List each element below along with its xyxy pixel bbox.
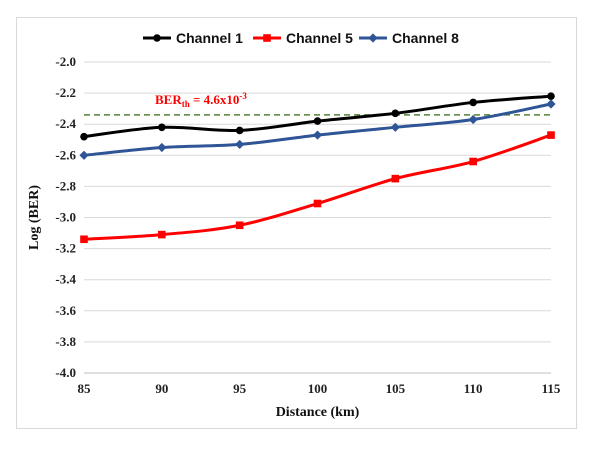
threshold-label-main: BER bbox=[155, 92, 182, 107]
y-tick-label: -3.8 bbox=[55, 334, 76, 349]
x-tick-label: 100 bbox=[308, 381, 328, 396]
y-tick-label: -2.2 bbox=[55, 85, 76, 100]
line-chart: -2.0 -2.2 -2.4 -2.6 -2.8 -3.0 -3.2 -3.4 -3.6 -3.8… bbox=[27, 30, 561, 420]
threshold-label-rest: = 4.6x10 bbox=[190, 92, 240, 107]
data-point bbox=[468, 114, 478, 125]
y-tick-label: -4.0 bbox=[55, 365, 76, 380]
x-tick-label: 115 bbox=[542, 381, 561, 396]
x-tick-label: 110 bbox=[464, 381, 483, 396]
x-axis-title: Distance (km) bbox=[276, 405, 360, 420]
data-point bbox=[313, 199, 322, 208]
data-point bbox=[158, 123, 166, 132]
y-tick-label: -3.4 bbox=[55, 272, 76, 287]
data-point bbox=[469, 98, 477, 107]
threshold-group: BERth = 4.6x10-3 bbox=[84, 91, 551, 116]
data-point bbox=[235, 139, 245, 150]
x-tick-label: 105 bbox=[386, 381, 406, 396]
data-point bbox=[547, 92, 555, 101]
threshold-label-sub: th bbox=[182, 99, 190, 109]
legend-swatch-marker bbox=[153, 34, 161, 42]
y-tick-label: -2.0 bbox=[55, 54, 76, 69]
series-line bbox=[83, 102, 552, 157]
data-point bbox=[313, 117, 322, 125]
threshold-label: BERth = 4.6x10-3 bbox=[155, 91, 247, 109]
data-point bbox=[546, 99, 556, 109]
legend-item: Channel 5 bbox=[253, 30, 353, 46]
y-tick-label: -3.2 bbox=[55, 241, 76, 256]
x-tick-label: 95 bbox=[233, 381, 247, 396]
legend-label: Channel 8 bbox=[392, 30, 459, 46]
series-channel-8 bbox=[79, 99, 556, 160]
legend-label: Channel 5 bbox=[286, 30, 353, 46]
data-point bbox=[469, 157, 477, 166]
y-tick-label: -3.6 bbox=[55, 303, 76, 318]
data-point bbox=[547, 131, 555, 139]
series-line bbox=[83, 133, 552, 241]
data-point bbox=[312, 130, 323, 140]
x-tick-label: 90 bbox=[155, 381, 168, 396]
y-axis-title: Log (BER) bbox=[27, 185, 42, 250]
data-point bbox=[80, 235, 88, 244]
legend-swatch-marker bbox=[263, 34, 271, 42]
series-channel-1 bbox=[80, 92, 555, 141]
data-point bbox=[390, 122, 400, 132]
series-group bbox=[79, 92, 556, 244]
y-tick-label: -2.6 bbox=[55, 147, 76, 162]
data-point bbox=[158, 230, 166, 239]
data-point bbox=[391, 174, 400, 183]
data-point bbox=[80, 132, 88, 141]
series-channel-5 bbox=[80, 131, 555, 244]
data-point bbox=[391, 109, 400, 118]
y-tick-label: -2.4 bbox=[55, 116, 76, 131]
legend-label: Channel 1 bbox=[176, 30, 243, 46]
legend-item: Channel 1 bbox=[143, 30, 243, 46]
data-point bbox=[157, 142, 167, 153]
legend-item: Channel 8 bbox=[359, 30, 459, 46]
tick-labels: -2.0 -2.2 -2.4 -2.6 -2.8 -3.0 -3.2 -3.4 -3.6 -3.8… bbox=[55, 54, 560, 396]
legend: Channel 1 Channel 5 Channel 8 bbox=[143, 30, 459, 46]
data-point bbox=[235, 221, 244, 230]
y-tick-label: -3.0 bbox=[55, 210, 76, 225]
chart-frame: -2.0 -2.2 -2.4 -2.6 -2.8 -3.0 -3.2 -3.4 -3.6 -3.8… bbox=[16, 17, 577, 429]
data-point bbox=[79, 150, 89, 160]
y-tick-label: -2.8 bbox=[55, 178, 76, 193]
x-tick-label: 85 bbox=[78, 381, 92, 396]
legend-swatch-marker bbox=[368, 33, 378, 43]
threshold-label-sup: -3 bbox=[239, 91, 247, 101]
data-point bbox=[235, 126, 244, 135]
